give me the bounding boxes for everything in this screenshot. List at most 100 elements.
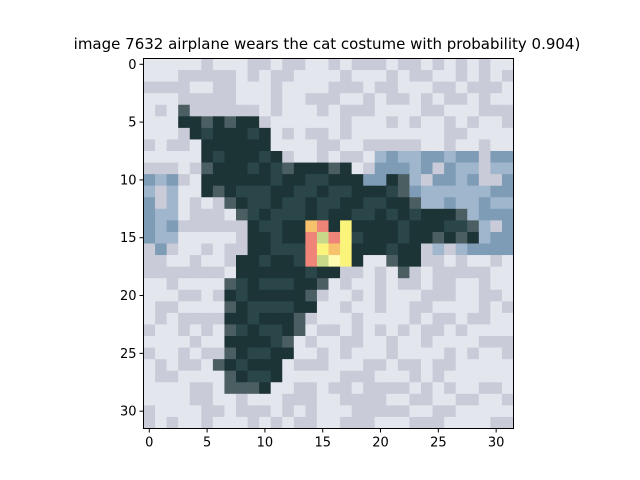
image-pixel <box>201 93 214 106</box>
image-pixel <box>143 278 156 291</box>
image-pixel <box>444 301 457 314</box>
image-pixel <box>224 116 237 129</box>
image-pixel <box>490 231 503 244</box>
image-pixel <box>305 324 318 337</box>
image-pixel <box>259 266 272 279</box>
image-pixel <box>224 139 237 152</box>
image-pixel <box>467 266 480 279</box>
image-pixel <box>432 116 445 129</box>
image-pixel <box>421 416 433 429</box>
image-pixel <box>224 393 237 406</box>
image-pixel <box>397 370 410 383</box>
image-pixel <box>455 336 468 348</box>
image-pixel <box>432 220 445 233</box>
image-pixel <box>178 312 191 325</box>
image-pixel <box>467 405 480 418</box>
image-pixel <box>189 336 202 348</box>
image-pixel <box>316 301 329 314</box>
image-pixel <box>444 312 457 325</box>
image-pixel <box>501 116 514 129</box>
image-pixel <box>444 336 457 348</box>
image-pixel <box>444 243 457 256</box>
image-pixel <box>178 416 191 429</box>
image-pixel <box>421 139 433 152</box>
image-pixel <box>305 185 318 198</box>
image-pixel <box>490 58 503 71</box>
image-pixel <box>455 324 468 337</box>
image-pixel <box>178 185 191 198</box>
image-pixel <box>212 162 225 175</box>
image-pixel <box>247 231 260 244</box>
image-pixel <box>155 58 168 71</box>
image-pixel <box>316 289 329 302</box>
image-pixel <box>386 336 399 348</box>
image-pixel <box>444 393 457 406</box>
image-pixel <box>490 197 503 210</box>
image-pixel <box>432 174 445 187</box>
image-pixel <box>444 231 457 244</box>
image-pixel <box>236 185 248 198</box>
image-pixel <box>282 289 295 302</box>
image-pixel <box>501 174 514 187</box>
image-pixel <box>201 208 214 221</box>
image-pixel <box>340 208 353 221</box>
image-pixel <box>328 104 341 117</box>
image-pixel <box>178 347 191 360</box>
image-pixel <box>432 255 445 268</box>
image-pixel <box>236 162 248 175</box>
image-pixel <box>293 393 306 406</box>
image-pixel <box>247 127 260 140</box>
image-pixel <box>316 405 329 418</box>
image-pixel <box>155 185 168 198</box>
image-pixel <box>247 197 260 210</box>
image-pixel <box>351 127 364 140</box>
image-pixel <box>351 382 364 395</box>
image-pixel <box>340 231 353 244</box>
image-pixel <box>178 243 191 256</box>
image-pixel <box>363 70 376 83</box>
image-pixel <box>444 405 457 418</box>
image-pixel <box>270 208 283 221</box>
image-pixel <box>259 359 272 372</box>
image-pixel <box>143 301 156 314</box>
image-pixel <box>155 347 168 360</box>
image-pixel <box>293 185 306 198</box>
image-pixel <box>201 289 214 302</box>
image-pixel <box>155 197 168 210</box>
image-pixel <box>282 70 295 83</box>
image-pixel <box>155 231 168 244</box>
image-pixel <box>201 151 214 163</box>
image-pixel <box>340 289 353 302</box>
image-pixel <box>189 347 202 360</box>
image-pixel <box>328 81 341 94</box>
image-pixel <box>247 370 260 383</box>
image-pixel <box>421 359 433 372</box>
image-pixel <box>282 393 295 406</box>
image-pixel <box>189 324 202 337</box>
image-pixel <box>409 116 422 129</box>
image-pixel <box>444 81 457 94</box>
image-pixel <box>501 324 514 337</box>
image-pixel <box>467 185 480 198</box>
image-pixel <box>316 127 329 140</box>
image-pixel <box>293 116 306 129</box>
image-pixel <box>444 139 457 152</box>
image-pixel <box>247 393 260 406</box>
image-pixel <box>201 197 214 210</box>
image-pixel <box>259 58 272 71</box>
image-pixel <box>397 139 410 152</box>
image-pixel <box>444 382 457 395</box>
image-pixel <box>374 93 387 106</box>
image-pixel <box>432 127 445 140</box>
image-pixel <box>316 393 329 406</box>
image-pixel <box>351 243 364 256</box>
image-pixel <box>478 104 491 117</box>
image-pixel <box>421 185 433 198</box>
image-pixel <box>259 416 272 429</box>
image-pixel <box>374 127 387 140</box>
image-pixel <box>270 289 283 302</box>
image-pixel <box>155 266 168 279</box>
image-pixel <box>328 58 341 71</box>
image-pixel <box>143 416 156 429</box>
image-pixel <box>178 127 191 140</box>
